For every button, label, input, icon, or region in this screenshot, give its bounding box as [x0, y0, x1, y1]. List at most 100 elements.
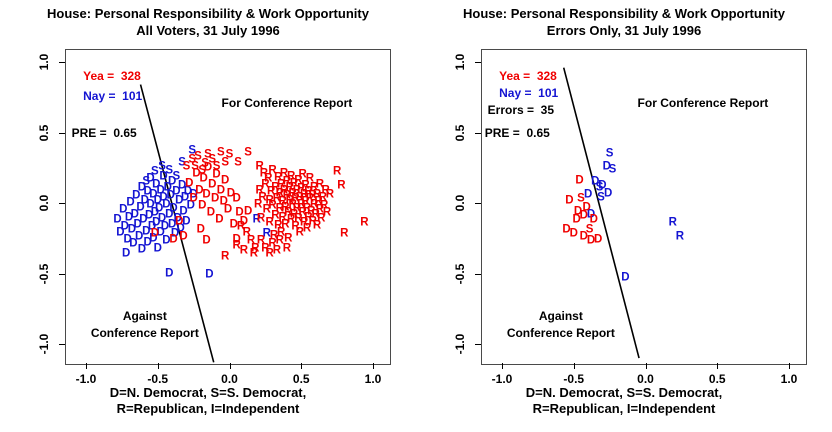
x-tick-mark: [157, 363, 159, 369]
data-point-R: R: [268, 237, 277, 250]
data-point-D: D: [202, 235, 211, 248]
y-tick-label: 1.0: [453, 53, 467, 71]
data-point-D: D: [243, 205, 253, 218]
data-point-S: S: [208, 153, 217, 166]
data-point-D: D: [147, 221, 157, 234]
data-point-D: D: [165, 267, 174, 280]
x-tick-mark: [86, 363, 87, 369]
data-point-D: D: [186, 199, 195, 212]
data-point-S: S: [577, 192, 585, 205]
data-point-R: R: [282, 175, 292, 188]
x-axis-label-line1: D=N. Democrat, S=S. Democrat,: [525, 385, 723, 400]
data-point-D: D: [591, 175, 600, 188]
data-point-R: R: [307, 205, 316, 218]
data-point-D: D: [573, 205, 583, 218]
data-point-D: D: [129, 237, 138, 250]
data-point-R: R: [254, 198, 263, 211]
x-tick-label: 0.5: [292, 372, 310, 386]
data-point-S: S: [165, 164, 174, 177]
data-point-D: D: [169, 202, 178, 215]
data-point-R: R: [285, 181, 294, 194]
data-point-D: D: [582, 201, 591, 214]
data-point-R: R: [261, 178, 270, 191]
data-point-R: R: [318, 191, 327, 204]
data-point-R: R: [242, 226, 251, 239]
data-point-R: R: [312, 188, 322, 201]
data-point-R: R: [675, 230, 685, 243]
plot-area: -1.0 -0.5 0.0 0.5 1.0 -1.0 -0.5 0.0 0.5 1.0 S D S D D S…: [453, 49, 807, 386]
data-point-R: R: [281, 201, 290, 214]
data-point-R: R: [301, 180, 310, 193]
data-point-D: D: [579, 209, 588, 222]
data-point-D: D: [127, 223, 137, 236]
data-point-R: R: [320, 199, 329, 212]
y-tick-mark: [59, 273, 65, 275]
data-point-D: D: [210, 192, 220, 205]
data-point-D: D: [140, 194, 149, 207]
y-tick-label: -0.5: [453, 263, 467, 284]
data-point-D: D: [604, 187, 613, 200]
data-point-R: R: [288, 187, 297, 200]
data-point-D: D: [123, 233, 132, 246]
data-point-D: D: [223, 204, 233, 217]
data-point-S: S: [204, 149, 212, 162]
data-point-R: R: [288, 198, 297, 211]
data-point-R: R: [269, 229, 279, 242]
data-point-D: D: [583, 188, 593, 201]
y-tick-mark: [475, 203, 481, 204]
data-point-D: D: [198, 199, 207, 212]
data-point-D: D: [124, 211, 134, 224]
data-point-R: R: [292, 202, 302, 215]
data-point-S: S: [191, 160, 199, 173]
data-point-D: D: [142, 225, 151, 238]
data-point-S: S: [194, 150, 202, 163]
annotation: Against: [538, 308, 583, 323]
y-tick-label: 0.5: [453, 124, 467, 141]
data-point-S: S: [597, 191, 605, 204]
data-point-D: D: [579, 230, 588, 243]
data-point-R: R: [297, 198, 306, 211]
x-axis-label-line1: D=N. Democrat, S=S. Democrat,: [109, 385, 307, 400]
data-point-R: R: [317, 212, 326, 225]
data-point-D: D: [572, 214, 581, 227]
data-point-R: R: [259, 167, 269, 180]
data-point-R: R: [249, 247, 259, 260]
data-point-D: D: [189, 188, 198, 201]
data-point-D: D: [167, 175, 177, 188]
y-tick-mark: [59, 62, 65, 63]
data-point-D: D: [208, 178, 217, 191]
y-tick-label: 1.0: [37, 53, 51, 71]
data-point-R: R: [291, 192, 300, 205]
data-point-D: D: [160, 221, 170, 234]
data-point-D: D: [177, 180, 187, 193]
data-point-S: S: [234, 156, 242, 169]
data-point-D: D: [119, 204, 128, 217]
data-point-D: D: [159, 170, 168, 183]
data-point-D: D: [175, 194, 184, 207]
data-point-D: D: [146, 173, 155, 186]
cutting-line: [562, 67, 640, 359]
data-point-R: R: [314, 195, 323, 208]
data-point-D: D: [179, 205, 188, 218]
annotation: Conference Report: [90, 325, 199, 340]
x-tick-mark: [373, 363, 374, 369]
data-point-R: R: [295, 191, 304, 204]
data-point-R: R: [308, 190, 317, 203]
annotation: Against: [122, 308, 167, 323]
data-point-R: R: [285, 194, 294, 207]
data-point-R: R: [261, 242, 270, 255]
data-point-R: R: [289, 177, 299, 190]
data-point-R: R: [315, 204, 325, 217]
data-point-R: R: [301, 195, 310, 208]
data-point-D: D: [216, 184, 226, 197]
data-point-R: R: [278, 195, 287, 208]
data-point-D: D: [226, 187, 236, 200]
data-point-D: D: [136, 201, 145, 214]
plot-area: -1.0 -0.5 0.0 0.5 1.0 -1.0 -0.5 0.0 0.5 1.0 D D D D D D…: [37, 49, 391, 386]
plot-title-line1: House: Personal Responsibility & Work Op…: [463, 6, 785, 21]
data-point-R: R: [668, 216, 677, 229]
data-point-D: D: [166, 190, 175, 203]
x-tick-mark: [789, 363, 790, 369]
data-point-R: R: [258, 191, 267, 204]
x-tick-label: 0.0: [637, 372, 654, 386]
